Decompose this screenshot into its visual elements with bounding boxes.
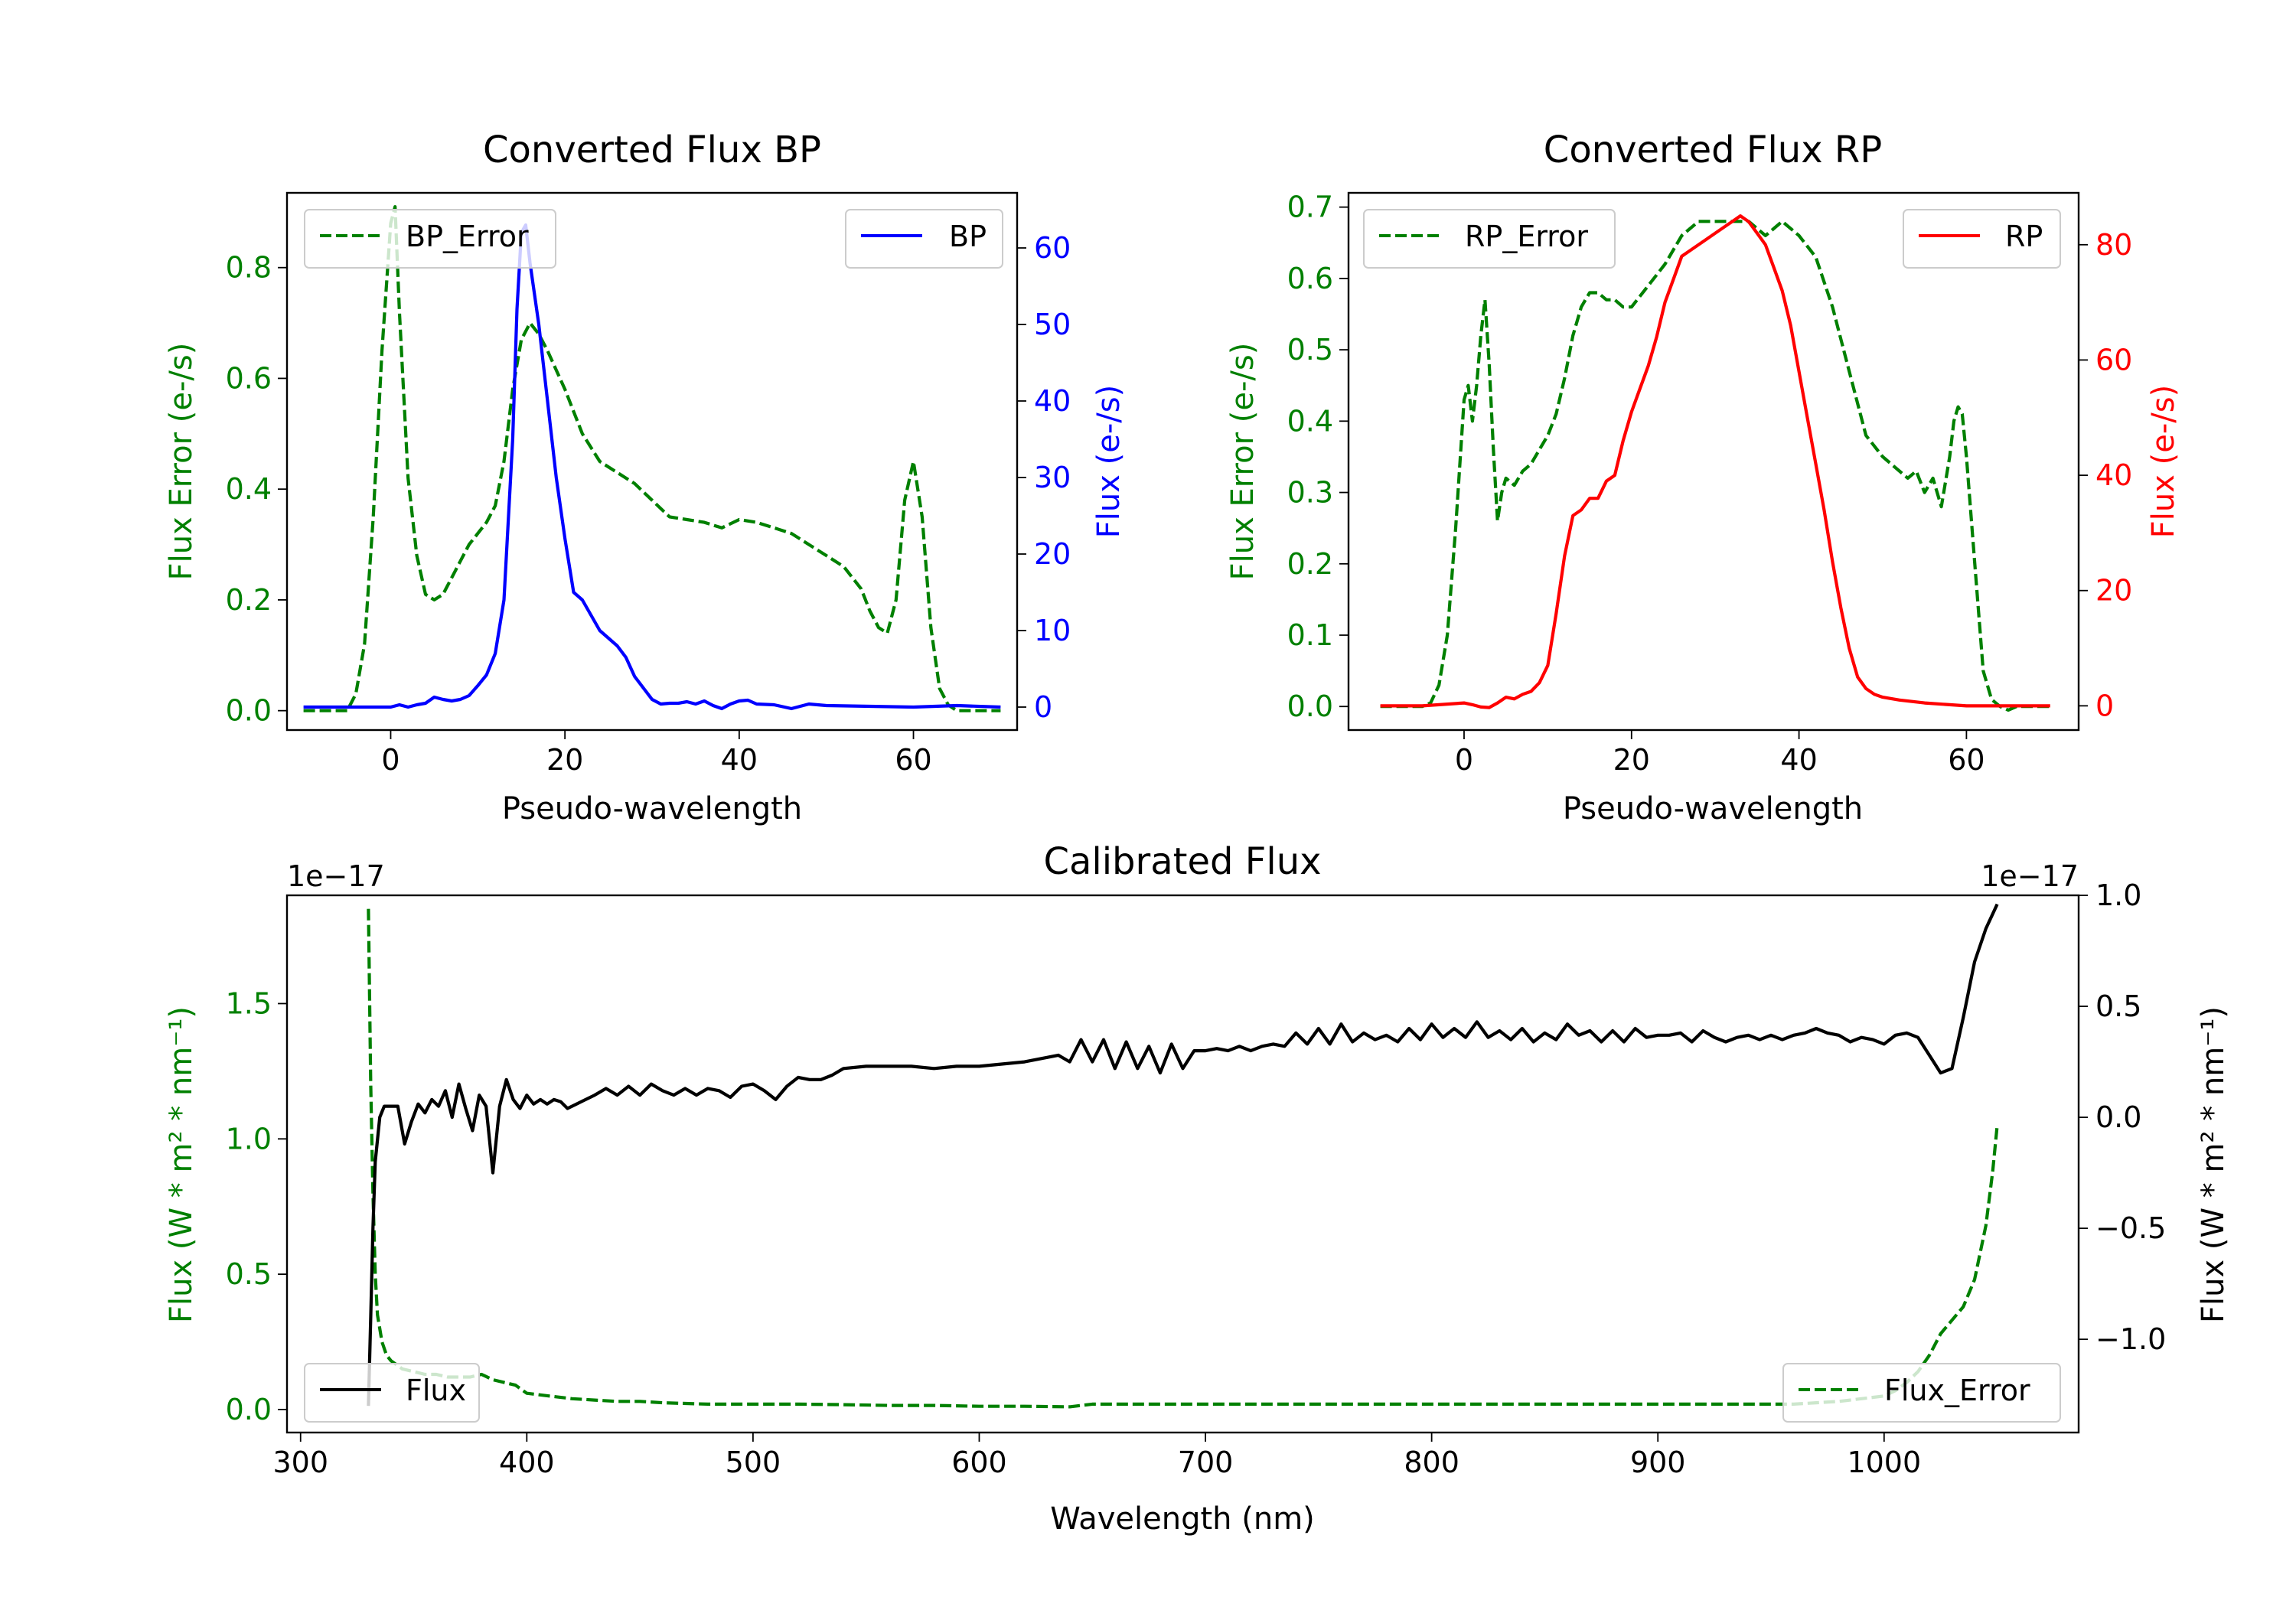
calibrated-right-y-axis-label: Flux (W * m² * nm⁻¹) bbox=[2196, 1006, 2231, 1323]
calibrated-series-flux-error bbox=[367, 908, 1999, 1409]
calibrated-left-y-tick-label: 1.0 bbox=[226, 1122, 272, 1156]
rp-left-y-tick-label: 0.5 bbox=[1287, 333, 1333, 367]
calibrated-x-tick-label: 1000 bbox=[1847, 1446, 1921, 1479]
calibrated-right-y-tick-label: −1.0 bbox=[2095, 1322, 2166, 1356]
bp-right-y-tick-label: 60 bbox=[1034, 231, 1071, 265]
calibrated-series-flux bbox=[367, 903, 1999, 1407]
rp-title: Converted Flux RP bbox=[1544, 129, 1882, 171]
rp-left-y-tick-label: 0.4 bbox=[1287, 404, 1333, 438]
calibrated-left-offset-label: 1e−17 bbox=[287, 859, 385, 893]
calibrated-x-tick-label: 900 bbox=[1630, 1446, 1686, 1479]
bp-right-y-tick-label: 50 bbox=[1034, 308, 1071, 341]
bp-legend-flux-label: BP bbox=[949, 220, 987, 253]
bp-series-bp-error bbox=[303, 205, 1001, 712]
calibrated-right-y-tick-label: 0.0 bbox=[2095, 1100, 2141, 1134]
calibrated-legend-error-label: Flux_Error bbox=[1884, 1374, 2030, 1407]
rp-right-y-tick-label: 40 bbox=[2095, 458, 2132, 492]
rp-right-y-tick-label: 20 bbox=[2095, 574, 2132, 608]
rp-plot-frame bbox=[1347, 191, 2080, 732]
rp-panel: Converted Flux RP 0 20 40 60 0.0 0.1 0.2 0.3 0.4… bbox=[1225, 129, 2181, 826]
bp-right-y-tick-label: 40 bbox=[1034, 384, 1071, 418]
calibrated-plot-frame bbox=[285, 894, 2080, 1434]
rp-x-tick-label: 60 bbox=[1948, 743, 1985, 777]
calibrated-x-tick-label: 500 bbox=[726, 1446, 781, 1479]
calibrated-right-y-tick-label: 0.5 bbox=[2095, 989, 2141, 1023]
bp-x-tick-label: 60 bbox=[895, 743, 931, 777]
bp-legend-flux: BP bbox=[845, 209, 1003, 269]
bp-left-y-tick-label: 0.4 bbox=[226, 472, 272, 506]
rp-left-y-tick-label: 0.7 bbox=[1287, 191, 1333, 224]
calibrated-x-tick-label: 400 bbox=[499, 1446, 555, 1479]
rp-right-y-tick-label: 0 bbox=[2095, 689, 2114, 722]
bp-title: Converted Flux BP bbox=[483, 129, 821, 171]
rp-left-y-tick-label: 0.0 bbox=[1287, 689, 1333, 723]
calibrated-x-tick-label: 800 bbox=[1404, 1446, 1459, 1479]
bp-x-axis-label: Pseudo-wavelength bbox=[502, 791, 802, 826]
bp-right-y-tick-label: 10 bbox=[1034, 614, 1071, 647]
calibrated-left-y-tick-label: 0.0 bbox=[226, 1393, 272, 1426]
bp-x-tick-label: 0 bbox=[381, 743, 400, 777]
rp-legend-error-label: RP_Error bbox=[1465, 220, 1588, 253]
bp-plot-frame bbox=[285, 191, 1019, 732]
calibrated-title: Calibrated Flux bbox=[1043, 840, 1321, 883]
rp-series-rp bbox=[1380, 214, 2050, 709]
rp-legend-flux-label: RP bbox=[2005, 220, 2043, 253]
calibrated-left-y-axis-label: Flux (W * m² * nm⁻¹) bbox=[164, 1006, 199, 1323]
bp-left-y-tick-label: 0.6 bbox=[226, 361, 272, 395]
calibrated-x-tick-label: 700 bbox=[1178, 1446, 1234, 1479]
calibrated-x-tick-label: 300 bbox=[272, 1446, 328, 1479]
rp-x-axis-label: Pseudo-wavelength bbox=[1563, 791, 1863, 826]
calibrated-right-offset-label: 1e−17 bbox=[1981, 859, 2079, 893]
bp-right-y-tick-label: 30 bbox=[1034, 461, 1071, 494]
calibrated-right-y-tick-label: 1.0 bbox=[2095, 878, 2141, 912]
rp-series-rp-error bbox=[1380, 220, 2050, 712]
calibrated-left-y-tick-label: 1.5 bbox=[226, 986, 272, 1020]
bp-left-y-tick-label: 0.0 bbox=[226, 694, 272, 728]
bp-right-y-tick-label: 20 bbox=[1034, 537, 1071, 571]
rp-right-y-tick-label: 80 bbox=[2095, 228, 2132, 262]
bp-left-y-tick-label: 0.2 bbox=[226, 583, 272, 617]
rp-left-y-tick-label: 0.2 bbox=[1287, 547, 1333, 581]
bp-left-y-axis-label: Flux Error (e-/s) bbox=[164, 343, 199, 581]
rp-x-tick-label: 40 bbox=[1780, 743, 1817, 777]
rp-right-y-axis-label: Flux (e-/s) bbox=[2146, 385, 2181, 538]
rp-left-y-tick-label: 0.3 bbox=[1287, 476, 1333, 510]
rp-left-y-tick-label: 0.1 bbox=[1287, 618, 1333, 652]
bp-right-y-axis-label: Flux (e-/s) bbox=[1091, 385, 1127, 538]
rp-x-tick-label: 20 bbox=[1613, 743, 1650, 777]
rp-legend-error: RP_Error bbox=[1363, 209, 1616, 269]
rp-x-tick-label: 0 bbox=[1455, 743, 1473, 777]
calibrated-legend-error: Flux_Error bbox=[1782, 1363, 2061, 1423]
calibrated-right-y-tick-label: −0.5 bbox=[2095, 1211, 2166, 1245]
bp-right-y-tick-label: 0 bbox=[1034, 690, 1052, 724]
bp-series-bp bbox=[303, 223, 1001, 711]
bp-panel: Converted Flux BP 0 20 40 60 0.0 0.2 0.4 0.6 0.8… bbox=[164, 129, 1127, 826]
calibrated-panel: Calibrated Flux 1e−17 1e−17 300 400 500 600… bbox=[164, 840, 2231, 1537]
rp-left-y-tick-label: 0.6 bbox=[1287, 262, 1333, 295]
calibrated-legend-flux-label: Flux bbox=[406, 1374, 466, 1407]
rp-legend-flux: RP bbox=[1903, 209, 2061, 269]
calibrated-legend-flux: Flux bbox=[304, 1363, 480, 1423]
rp-right-y-tick-label: 60 bbox=[2095, 343, 2132, 376]
calibrated-left-y-tick-label: 0.5 bbox=[226, 1257, 272, 1291]
bp-legend-error-label: BP_Error bbox=[406, 220, 529, 253]
calibrated-x-tick-label: 600 bbox=[951, 1446, 1007, 1479]
bp-x-tick-label: 20 bbox=[546, 743, 583, 777]
calibrated-x-axis-label: Wavelength (nm) bbox=[1050, 1501, 1315, 1537]
bp-left-y-tick-label: 0.8 bbox=[226, 251, 272, 285]
rp-left-y-axis-label: Flux Error (e-/s) bbox=[1225, 343, 1261, 581]
bp-legend-error: BP_Error bbox=[304, 209, 556, 269]
bp-x-tick-label: 40 bbox=[721, 743, 758, 777]
